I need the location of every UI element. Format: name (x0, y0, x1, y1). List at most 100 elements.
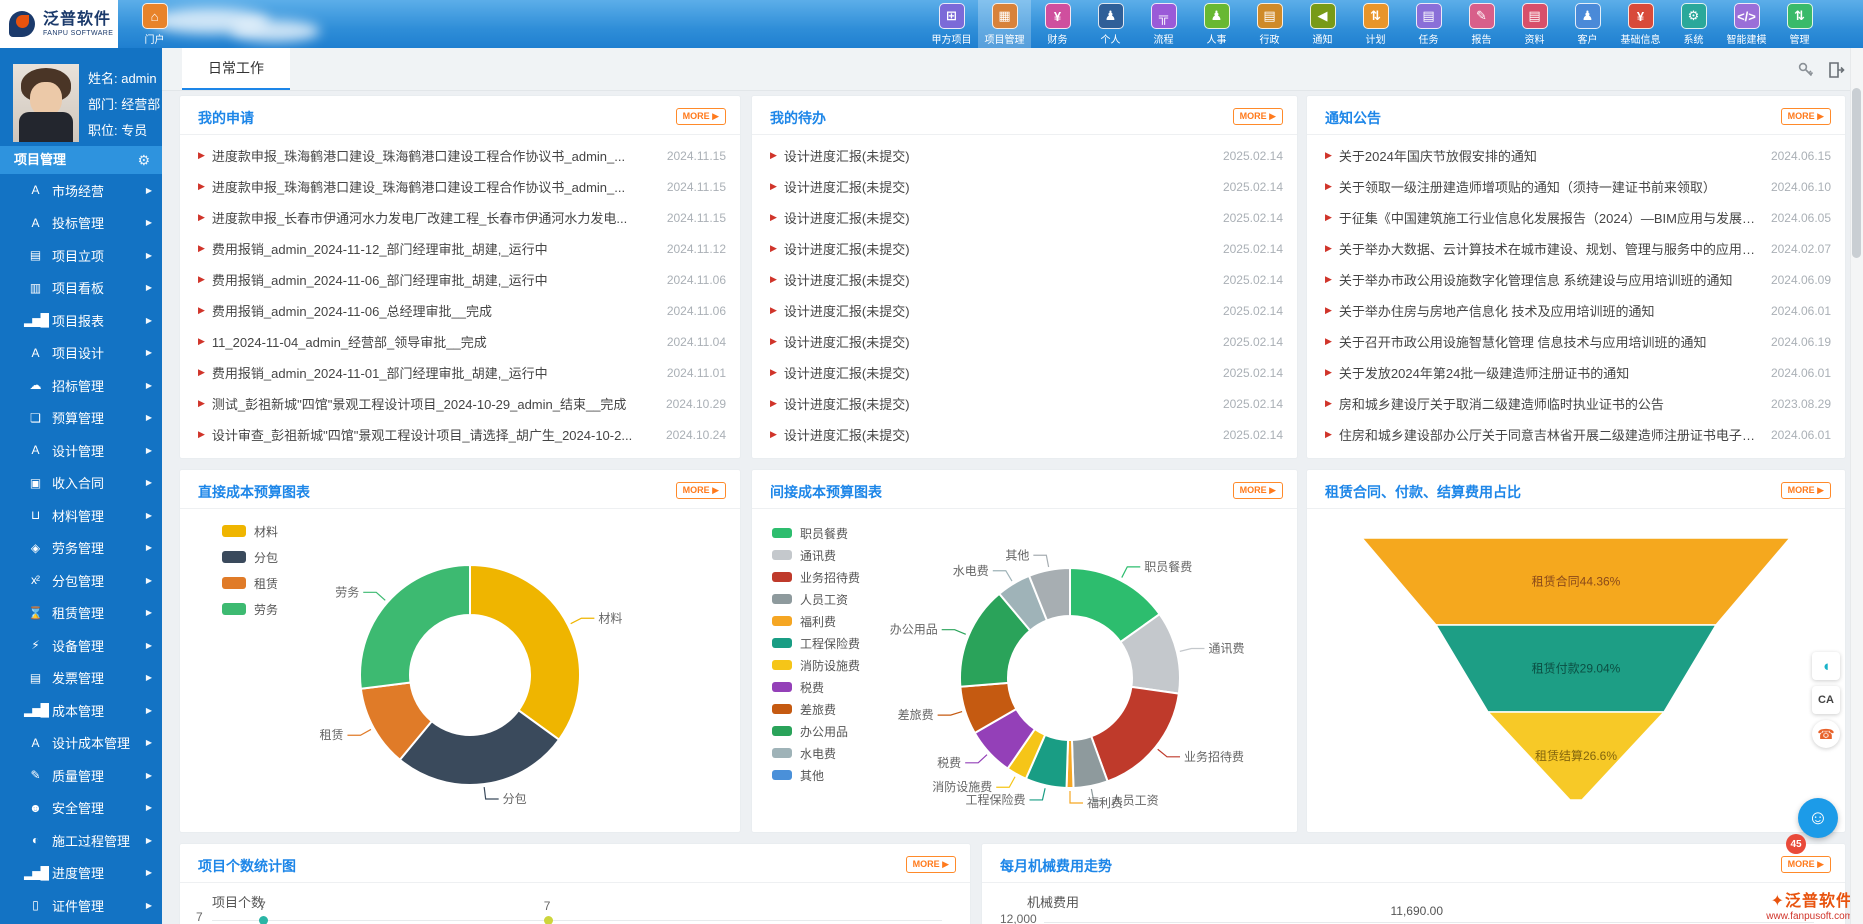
list-item[interactable]: ▶费用报销_admin_2024-11-12_部门经理审批_胡建,_运行中202… (198, 233, 726, 264)
progress-management-icon: ▂▅█ (24, 866, 46, 880)
bullet-arrow-icon: ▶ (770, 398, 777, 409)
nav-item-system[interactable]: ⚙系统 (1667, 0, 1720, 48)
sidebar-item-tender-management[interactable]: ☁招标管理▶ (0, 369, 162, 402)
more-button[interactable]: MORE ▶ (1781, 856, 1831, 873)
nav-item-document[interactable]: ▤资料 (1508, 0, 1561, 48)
sidebar-item-safety-management[interactable]: ☻安全管理▶ (0, 792, 162, 825)
settings-gear-icon[interactable]: ⚙ (137, 146, 150, 174)
sidebar-item-budget-management[interactable]: ❏预算管理▶ (0, 402, 162, 435)
nav-item-hr[interactable]: ♟人事 (1190, 0, 1243, 48)
list-item[interactable]: ▶住房和城乡建设部办公厅关于同意吉林省开展二级建造师注册证书电子化试点...20… (1325, 419, 1831, 450)
nav-item-workflow[interactable]: ╦流程 (1137, 0, 1190, 48)
list-item[interactable]: ▶设计进度汇报(未提交)2025.02.14 (770, 171, 1283, 202)
chevron-right-icon: ▶ (146, 706, 152, 715)
sidebar-item-project-initiation[interactable]: ▤项目立项▶ (0, 239, 162, 272)
sidebar-item-labor-management[interactable]: ◈劳务管理▶ (0, 532, 162, 565)
list-item[interactable]: ▶设计进度汇报(未提交)2025.02.14 (770, 233, 1283, 264)
list-item[interactable]: ▶费用报销_admin_2024-11-06_部门经理审批_胡建,_运行中202… (198, 264, 726, 295)
more-button[interactable]: MORE ▶ (676, 482, 726, 499)
customer-icon: ♟ (1575, 3, 1601, 29)
nav-item-portal[interactable]: ⌂ 门户 (128, 0, 181, 48)
more-button[interactable]: MORE ▶ (1233, 108, 1283, 125)
customer-service-chat-icon[interactable]: ☺ (1798, 798, 1838, 838)
sidebar-item-design-management[interactable]: A设计管理▶ (0, 434, 162, 467)
key-icon[interactable] (1797, 61, 1815, 79)
nav-item-administration[interactable]: ▤行政 (1243, 0, 1296, 48)
list-item[interactable]: ▶关于发放2024年第24批一级建造师注册证书的通知2024.06.01 (1325, 357, 1831, 388)
more-button[interactable]: MORE ▶ (1233, 482, 1283, 499)
list-item[interactable]: ▶进度款申报_珠海鹤港口建设_珠海鹤港口建设工程合作协议书_admin_...2… (198, 140, 726, 171)
logout-door-icon[interactable] (1827, 61, 1845, 79)
svg-text:劳务: 劳务 (335, 584, 359, 599)
scrollbar-thumb[interactable] (1852, 88, 1861, 258)
list-item[interactable]: ▶设计进度汇报(未提交)2025.02.14 (770, 202, 1283, 233)
list-item[interactable]: ▶设计进度汇报(未提交)2025.02.14 (770, 388, 1283, 419)
bullet-arrow-icon: ▶ (1325, 305, 1332, 316)
sidebar-item-rental-management[interactable]: ⌛租赁管理▶ (0, 597, 162, 630)
more-button[interactable]: MORE ▶ (1781, 108, 1831, 125)
list-item[interactable]: ▶关于举办市政公用设施数字化管理信息 系统建设与应用培训班的通知2024.06.… (1325, 264, 1831, 295)
more-button[interactable]: MORE ▶ (676, 108, 726, 125)
sidebar-item-project-board[interactable]: ▥项目看板▶ (0, 272, 162, 305)
list-item[interactable]: ▶设计进度汇报(未提交)2025.02.14 (770, 357, 1283, 388)
sidebar-item-project-design[interactable]: A项目设计▶ (0, 337, 162, 370)
list-item[interactable]: ▶关于领取一级注册建造师增项贴的通知（须持一建证书前来领取）2024.06.10 (1325, 171, 1831, 202)
nav-item-personal[interactable]: ♟个人 (1084, 0, 1137, 48)
nav-item-finance[interactable]: ¥财务 (1031, 0, 1084, 48)
sidebar-item-invoice-management[interactable]: ▤发票管理▶ (0, 662, 162, 695)
nav-item-notification[interactable]: ◀通知 (1296, 0, 1349, 48)
list-item[interactable]: ▶进度款申报_长春市伊通河水力发电厂改建工程_长春市伊通河水力发电...2024… (198, 202, 726, 233)
sidebar-item-income-contract[interactable]: ▣收入合同▶ (0, 467, 162, 500)
nav-item-basic-info[interactable]: ¥基础信息 (1614, 0, 1667, 48)
ca-widget[interactable]: CA (1812, 686, 1840, 714)
rental-ratio-chart-panel: 租赁合同、付款、结算费用占比 MORE ▶ 租赁合同44.36%租赁付款29.0… (1307, 470, 1845, 832)
list-item[interactable]: ▶设计审查_彭祖新城"四馆"景观工程设计项目_请选择_胡广生_2024-10-2… (198, 419, 726, 450)
phone-icon[interactable]: ☎ (1812, 720, 1840, 748)
data-point[interactable] (259, 916, 268, 924)
list-item[interactable]: ▶关于2024年国庆节放假安排的通知2024.06.15 (1325, 140, 1831, 171)
sidebar-item-construction-process[interactable]: ◐施工过程管理▶ (0, 824, 162, 857)
sidebar-item-project-report[interactable]: ▂▅█项目报表▶ (0, 304, 162, 337)
nav-item-owner-project[interactable]: ⊞甲方项目 (925, 0, 978, 48)
nav-item-project-management[interactable]: ▦项目管理 (978, 0, 1031, 48)
sidebar-item-equipment-management[interactable]: ⚡设备管理▶ (0, 629, 162, 662)
data-point[interactable] (544, 916, 553, 924)
list-item[interactable]: ▶费用报销_admin_2024-11-01_部门经理审批_胡建,_运行中202… (198, 357, 726, 388)
nav-item-management[interactable]: ⇅管理 (1773, 0, 1826, 48)
list-item[interactable]: ▶设计进度汇报(未提交)2025.02.14 (770, 295, 1283, 326)
nav-item-smart-modeling[interactable]: </>智能建模 (1720, 0, 1773, 48)
list-item[interactable]: ▶关于召开市政公用设施智慧化管理 信息技术与应用培训班的通知2024.06.19 (1325, 326, 1831, 357)
sidebar-item-certificate-management[interactable]: ▯证件管理▶ (0, 889, 162, 922)
more-button[interactable]: MORE ▶ (906, 856, 956, 873)
sidebar-item-quality-management[interactable]: ✎质量管理▶ (0, 759, 162, 792)
message-count-badge[interactable]: 45 (1786, 834, 1806, 854)
list-item[interactable]: ▶设计进度汇报(未提交)2025.02.14 (770, 140, 1283, 171)
list-item[interactable]: ▶关于举办住房与房地产信息化 技术及应用培训班的通知2024.06.01 (1325, 295, 1831, 326)
management-icon: ⇅ (1787, 3, 1813, 29)
nav-item-report[interactable]: ✎报告 (1455, 0, 1508, 48)
sidebar-item-cost-management[interactable]: ▂▅█成本管理▶ (0, 694, 162, 727)
nav-item-customer[interactable]: ♟客户 (1561, 0, 1614, 48)
list-item[interactable]: ▶11_2024-11-04_admin_经营部_领导审批__完成2024.11… (198, 326, 726, 357)
list-item[interactable]: ▶设计进度汇报(未提交)2025.02.14 (770, 419, 1283, 450)
service-chat-icon[interactable]: ◖ (1812, 652, 1840, 680)
sidebar-item-market-operation[interactable]: A市场经营▶ (0, 174, 162, 207)
list-item[interactable]: ▶设计进度汇报(未提交)2025.02.14 (770, 326, 1283, 357)
sidebar-item-bid-management[interactable]: A投标管理▶ (0, 207, 162, 240)
sidebar-item-design-cost-management[interactable]: A设计成本管理▶ (0, 727, 162, 760)
nav-item-plan[interactable]: ⇅计划 (1349, 0, 1402, 48)
tab-daily-work[interactable]: 日常工作 (182, 48, 290, 90)
sidebar-item-progress-management[interactable]: ▂▅█进度管理▶ (0, 857, 162, 890)
sidebar-item-subcontract-management[interactable]: x²分包管理▶ (0, 564, 162, 597)
list-item[interactable]: ▶关于举办大数据、云计算技术在城市建设、规划、管理与服务中的应用培训班...20… (1325, 233, 1831, 264)
list-item[interactable]: ▶进度款申报_珠海鹤港口建设_珠海鹤港口建设工程合作协议书_admin_...2… (198, 171, 726, 202)
list-item[interactable]: ▶费用报销_admin_2024-11-06_总经理审批__完成2024.11.… (198, 295, 726, 326)
list-item[interactable]: ▶设计进度汇报(未提交)2025.02.14 (770, 264, 1283, 295)
more-button[interactable]: MORE ▶ (1781, 482, 1831, 499)
list-item[interactable]: ▶房和城乡建设厅关于取消二级建造师临时执业证书的公告2023.08.29 (1325, 388, 1831, 419)
sidebar-item-material-management[interactable]: ⊔材料管理▶ (0, 499, 162, 532)
nav-item-task[interactable]: ▤任务 (1402, 0, 1455, 48)
my-requests-list: ▶进度款申报_珠海鹤港口建设_珠海鹤港口建设工程合作协议书_admin_...2… (198, 140, 726, 450)
list-item[interactable]: ▶于征集《中国建筑施工行业信息化发展报告（2024）—BIM应用与发展》材料..… (1325, 202, 1831, 233)
list-item[interactable]: ▶测试_彭祖新城"四馆"景观工程设计项目_2024-10-29_admin_结束… (198, 388, 726, 419)
